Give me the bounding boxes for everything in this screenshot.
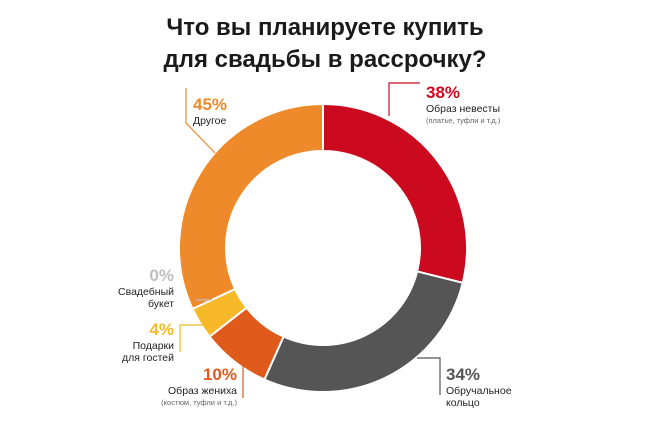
category-label-groom: Образ жениха bbox=[168, 385, 237, 397]
leader-bride bbox=[388, 82, 420, 116]
category-label-gifts: Подарки bbox=[133, 340, 175, 352]
pct-label-groom: 10% bbox=[203, 365, 237, 384]
chart-title-line-2: для свадьбы в рассрочку? bbox=[163, 46, 487, 73]
pct-label-bouquet: 0% bbox=[149, 266, 174, 285]
slice-labels: 38%Образ невесты(платье, туфли и т.д.) 34… bbox=[118, 83, 512, 409]
leader-lines bbox=[179, 82, 441, 398]
sub-label-bride: (платье, туфли и т.д.) bbox=[426, 116, 501, 125]
category-label-bouquet: Свадебный bbox=[118, 286, 174, 298]
leader-other bbox=[185, 88, 216, 154]
chart-title-line-1: Что вы планируете купить bbox=[166, 14, 484, 41]
leader-gifts bbox=[179, 324, 205, 352]
label-other: 45%Другое bbox=[193, 95, 227, 127]
leader-ring bbox=[417, 357, 441, 395]
category-label-bride: Образ невесты bbox=[426, 103, 500, 115]
chart-title: Что вы планируете купить для свадьбы в р… bbox=[0, 12, 650, 76]
pct-label-bride: 38% bbox=[426, 83, 460, 102]
slice-ring bbox=[263, 270, 464, 393]
donut-slices bbox=[178, 102, 468, 393]
sub-label-groom: (костюм, туфли и т.д.) bbox=[161, 398, 237, 407]
category-label-ring: кольцо bbox=[446, 397, 480, 409]
slice-bride bbox=[322, 102, 468, 285]
category-label-gifts: для гостей bbox=[122, 352, 174, 364]
label-bride: 38%Образ невесты(платье, туфли и т.д.) bbox=[426, 83, 501, 125]
pct-label-gifts: 4% bbox=[149, 320, 174, 339]
pct-label-ring: 34% bbox=[446, 365, 480, 384]
category-label-other: Другое bbox=[193, 115, 227, 127]
category-label-ring: Обручальное bbox=[446, 385, 512, 397]
pct-label-other: 45% bbox=[193, 95, 227, 114]
label-groom: 10%Образ жениха(костюм, туфли и т.д.) bbox=[161, 365, 237, 407]
category-label-bouquet: букет bbox=[148, 298, 174, 310]
slice-other bbox=[178, 102, 324, 311]
